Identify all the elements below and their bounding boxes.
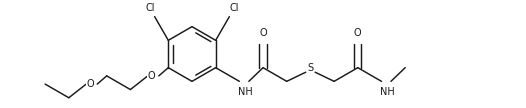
Text: O: O [259,28,267,38]
Text: S: S [307,63,313,73]
Text: O: O [86,79,94,89]
Text: Cl: Cl [145,3,155,13]
Text: NH: NH [380,87,395,97]
Text: O: O [148,71,155,81]
Text: NH: NH [238,87,253,97]
Text: O: O [354,28,361,38]
Text: Cl: Cl [229,3,239,13]
